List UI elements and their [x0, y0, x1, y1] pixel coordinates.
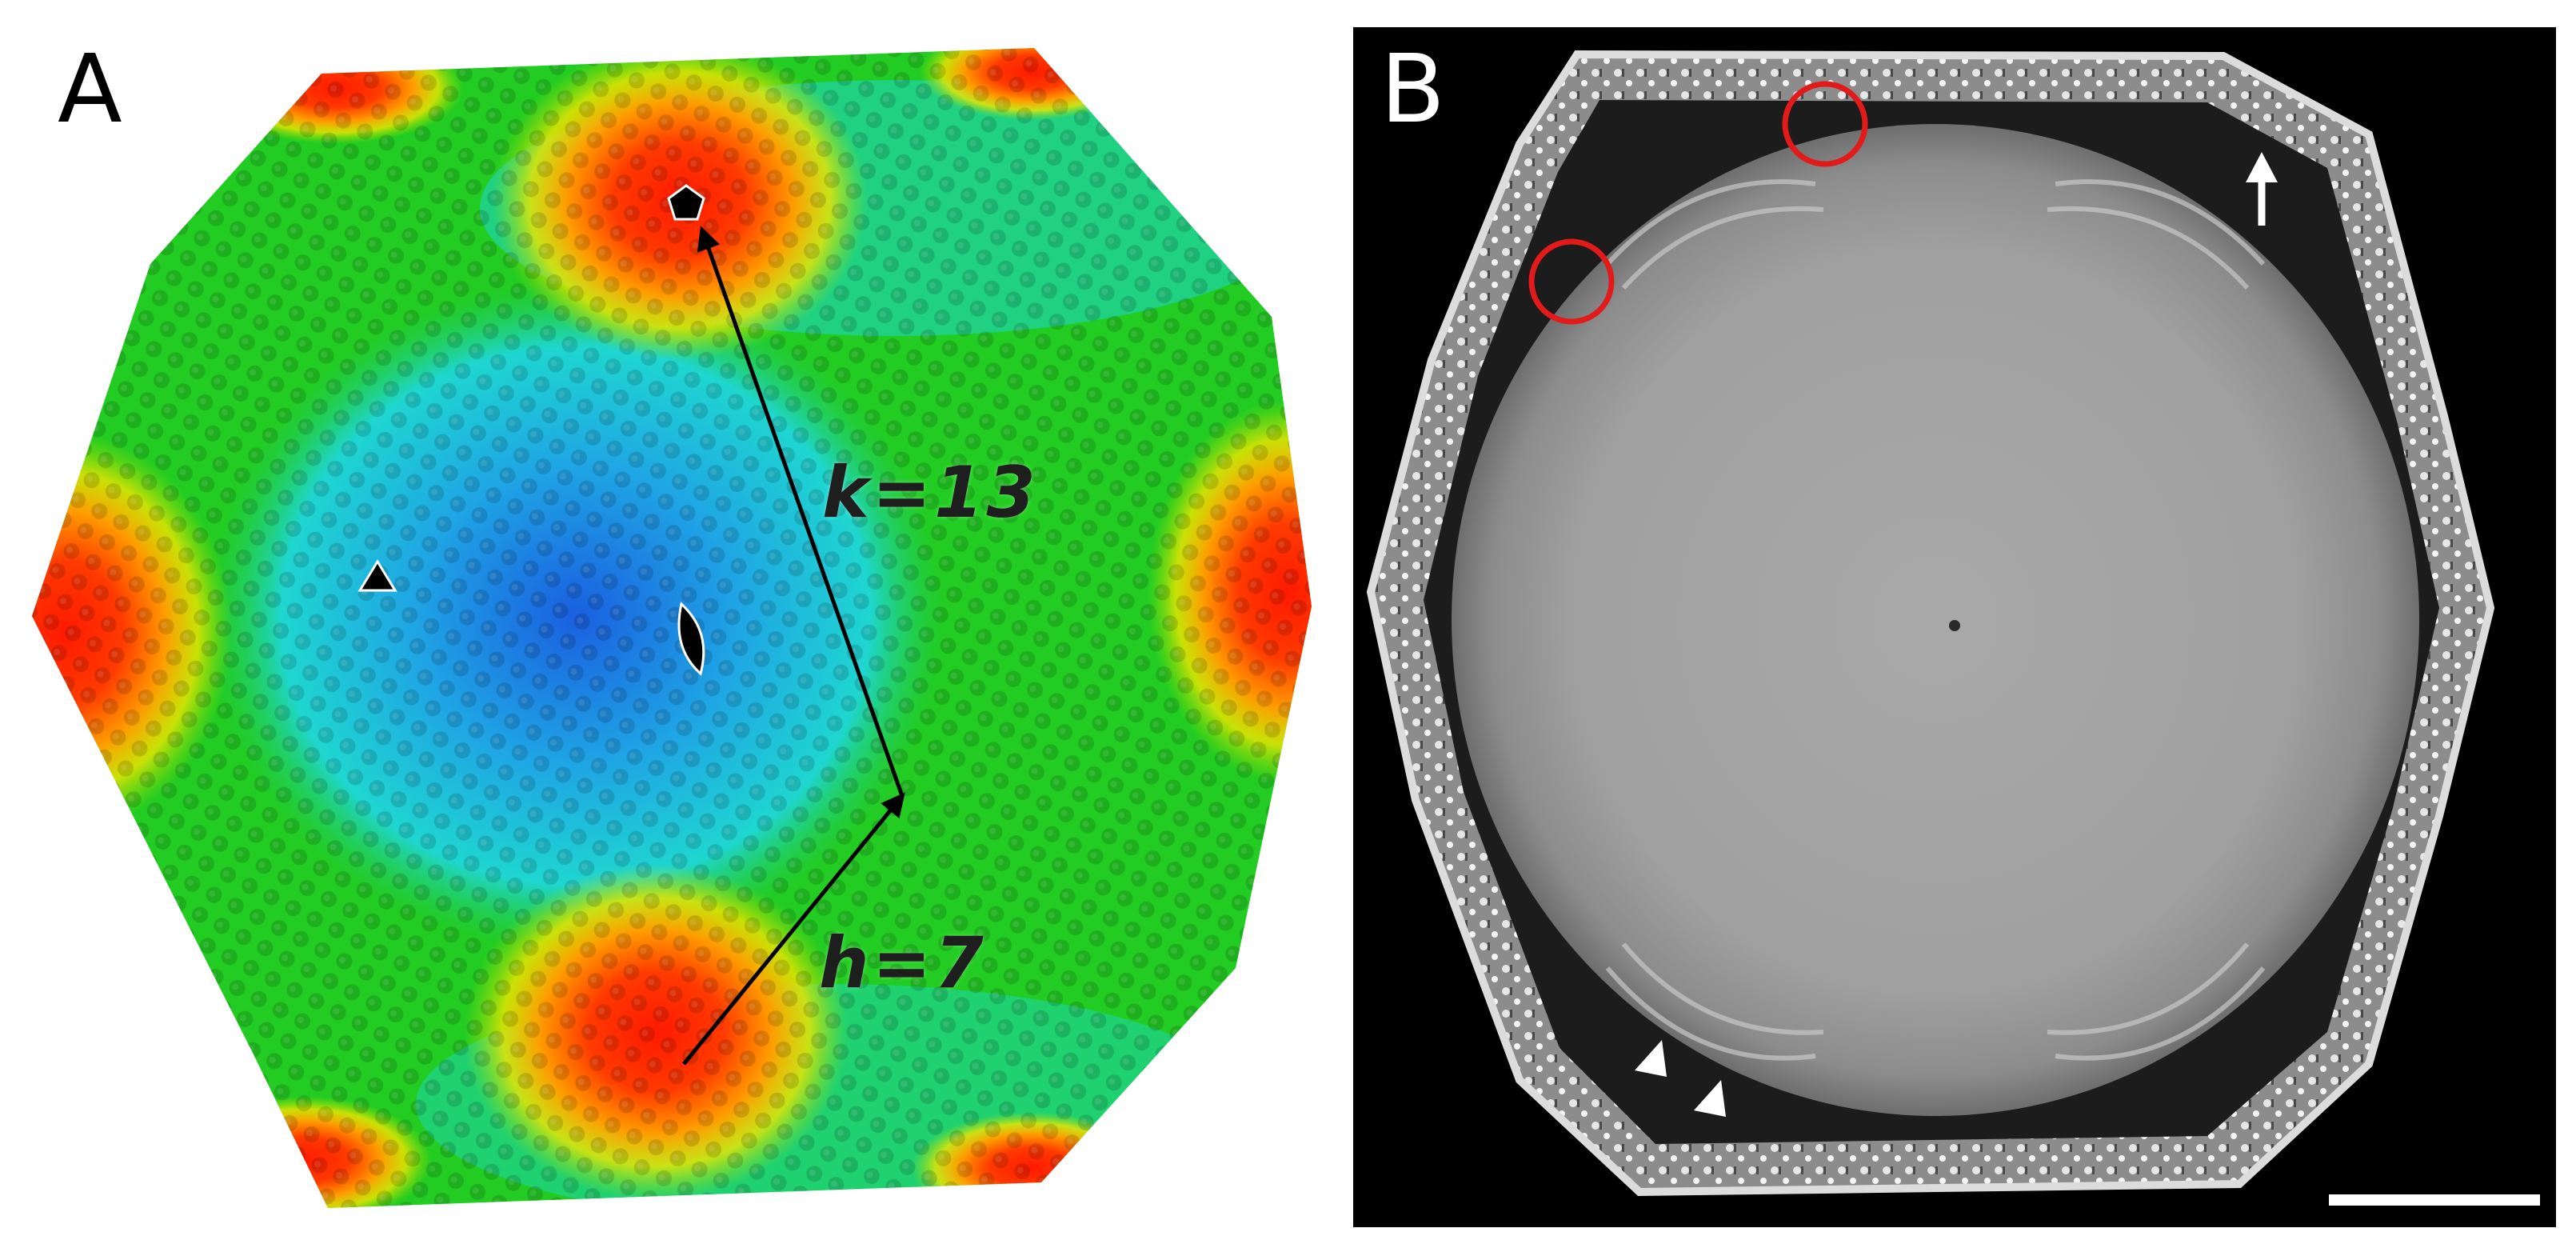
center-dot [1949, 620, 1960, 631]
arrowhead-icon [1635, 1040, 1667, 1077]
micrograph-interior [1452, 124, 2419, 1116]
ellipse-icon [677, 602, 705, 676]
pentagon-icon [667, 184, 705, 221]
k-vector-label: k=13 [822, 451, 1039, 534]
k-vector-arrow [697, 226, 905, 797]
arrow-icon [2246, 152, 2278, 226]
panel-a-capsid-render [32, 48, 1312, 1208]
panel-b-letter: B [1380, 34, 1445, 144]
triangle-icon [357, 559, 397, 592]
panel-b-cryo-em-micrograph [1353, 27, 2556, 1227]
h-vector-arrow [682, 792, 905, 1066]
panel-a-letter: A [58, 34, 122, 144]
arrowhead-icon [1694, 1080, 1726, 1117]
highlight-circle-top [1782, 81, 1868, 167]
membrane-fringes [1605, 179, 2266, 1061]
highlight-circle-left [1528, 238, 1615, 325]
h-vector-label: h=7 [819, 922, 987, 1004]
scale-bar [2329, 1194, 2540, 1206]
